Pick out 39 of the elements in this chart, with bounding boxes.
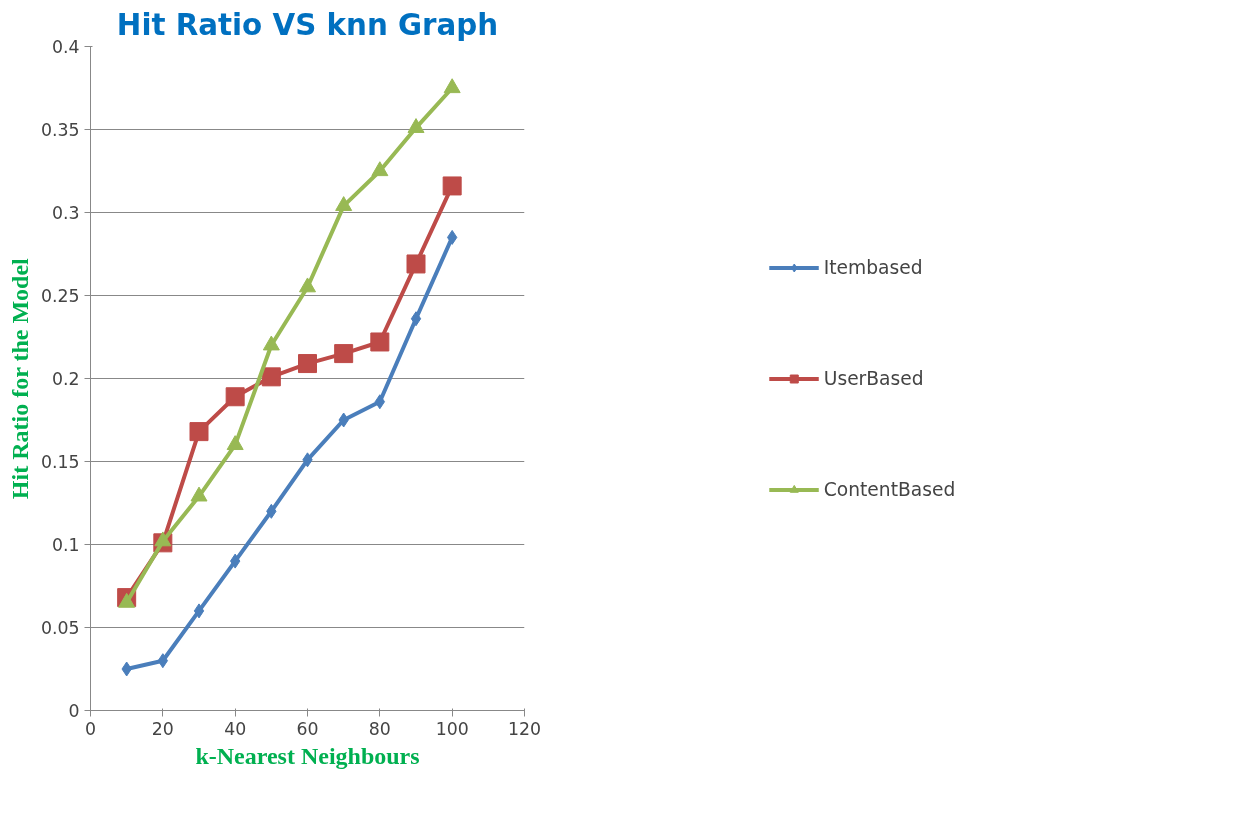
point bbox=[299, 277, 316, 293]
y-tick-label: 0.1 bbox=[51, 535, 80, 555]
point bbox=[406, 254, 426, 274]
point bbox=[226, 435, 244, 451]
y-tick-label: 0 bbox=[68, 701, 80, 721]
x-axis-title: k-Nearest Neighbours bbox=[195, 742, 420, 769]
x-tick-label: 100 bbox=[435, 718, 469, 739]
point bbox=[370, 332, 390, 352]
point bbox=[443, 78, 461, 94]
point bbox=[410, 311, 422, 327]
point bbox=[298, 354, 317, 374]
y-tick-label: 0.35 bbox=[40, 120, 80, 140]
y-tick-label: 0.2 bbox=[51, 369, 80, 389]
x-tick-label: 0 bbox=[84, 718, 97, 739]
x-tick-label: 120 bbox=[507, 718, 542, 739]
point bbox=[334, 344, 354, 364]
y-tick-label: 0.05 bbox=[40, 618, 80, 638]
point bbox=[335, 196, 353, 211]
legend-label: ContentBased bbox=[823, 478, 956, 500]
y-tick-label: 0.3 bbox=[51, 203, 80, 223]
point bbox=[193, 603, 205, 619]
y-tick-label: 0.25 bbox=[40, 286, 80, 306]
legend-label: UserBased bbox=[823, 367, 924, 389]
chart-title: Hit Ratio VS knn Graph bbox=[116, 7, 499, 42]
x-tick-label: 80 bbox=[368, 718, 391, 739]
point bbox=[442, 176, 462, 196]
point bbox=[262, 335, 280, 351]
point bbox=[407, 118, 425, 133]
y-tick-label: 0.4 bbox=[51, 37, 80, 57]
point bbox=[189, 422, 209, 442]
y-tick-label: 0.15 bbox=[40, 452, 80, 472]
point bbox=[261, 367, 281, 387]
x-tick-label: 60 bbox=[296, 718, 319, 739]
legend-label: Itembased bbox=[823, 256, 923, 278]
point bbox=[225, 387, 245, 407]
y-axis-title: Hit Ratio for the Model bbox=[6, 257, 33, 500]
x-tick-label: 20 bbox=[151, 718, 174, 739]
point bbox=[371, 161, 389, 177]
x-tick-label: 40 bbox=[224, 718, 247, 739]
